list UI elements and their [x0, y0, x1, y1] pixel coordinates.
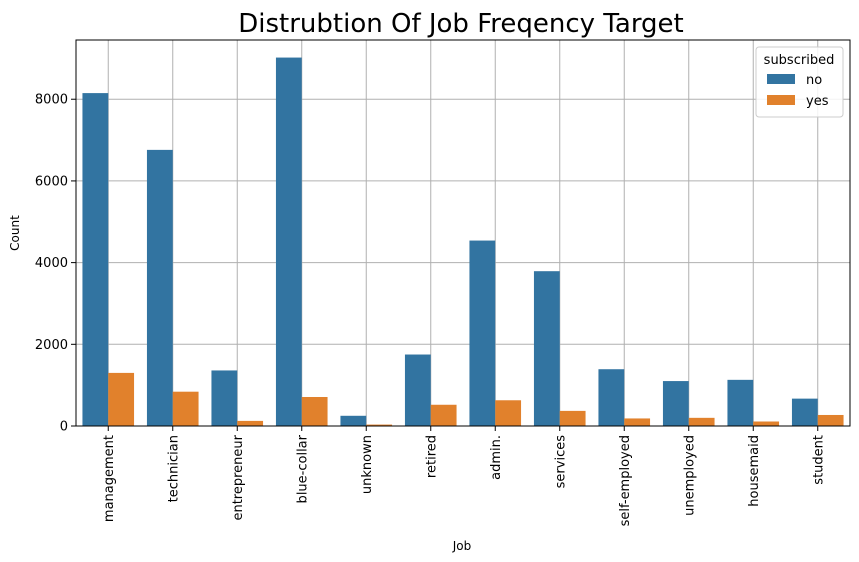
bar-yes-services: [559, 410, 586, 426]
bar-yes-unknown: [366, 424, 393, 426]
legend-label-yes: yes: [806, 94, 829, 109]
bar-yes-entrepreneur: [237, 420, 264, 426]
y-tick-label: 2000: [35, 338, 68, 353]
legend-label-no: no: [806, 73, 822, 88]
bar-yes-management: [108, 372, 135, 426]
bar-yes-blue-collar: [301, 396, 328, 426]
x-axis-label: Job: [452, 539, 472, 553]
bar-no-admin.: [469, 240, 496, 426]
bar-no-management: [82, 93, 109, 427]
x-tick-label: housemaid: [747, 435, 762, 507]
axis-ticks: 0 2000 4000 6000 8000 management technician ent…: [35, 93, 826, 527]
bar-yes-self-employed: [624, 418, 651, 426]
bar-no-unknown: [340, 415, 367, 426]
gridlines: [76, 40, 850, 427]
y-tick-label: 8000: [35, 93, 68, 108]
x-tick-label: unemployed: [682, 435, 697, 516]
x-tick-label: unknown: [360, 435, 375, 494]
bars: [82, 57, 844, 427]
bar-yes-retired: [430, 404, 457, 426]
x-tick-label: retired: [424, 435, 439, 478]
y-tick-label: 0: [60, 420, 68, 435]
legend: subscribed no yes: [755, 46, 844, 118]
bar-no-student: [791, 398, 818, 426]
bar-yes-student: [817, 414, 844, 426]
bar-yes-unemployed: [688, 417, 715, 426]
bar-yes-technician: [172, 391, 199, 426]
x-tick-label: admin.: [489, 435, 504, 480]
x-tick-label: technician: [166, 435, 181, 502]
y-tick-label: 4000: [35, 256, 68, 271]
bar-no-entrepreneur: [211, 370, 238, 426]
y-axis-label: Count: [8, 215, 22, 251]
x-tick-label: entrepreneur: [231, 434, 246, 520]
legend-swatch-yes: [767, 95, 795, 105]
bar-no-blue-collar: [275, 57, 302, 426]
legend-swatch-no: [767, 74, 795, 84]
x-tick-label: services: [553, 435, 568, 489]
x-tick-label: self-employed: [618, 435, 633, 526]
legend-title: subscribed: [764, 53, 835, 68]
x-tick-label: management: [102, 435, 117, 522]
bar-no-retired: [404, 354, 431, 426]
chart-title: Distrubtion Of Job Freqency Target: [238, 9, 684, 39]
bar-no-unemployed: [662, 381, 689, 426]
bar-no-technician: [146, 149, 173, 426]
x-tick-label: student: [811, 435, 826, 485]
bar-yes-admin.: [495, 400, 522, 426]
bar-no-housemaid: [727, 379, 754, 426]
plot-frame: [75, 39, 851, 427]
bar-no-self-employed: [598, 369, 625, 426]
x-tick-label: blue-collar: [295, 434, 310, 503]
bar-no-services: [533, 271, 560, 426]
y-tick-label: 6000: [35, 174, 68, 189]
bar-yes-housemaid: [753, 421, 780, 426]
